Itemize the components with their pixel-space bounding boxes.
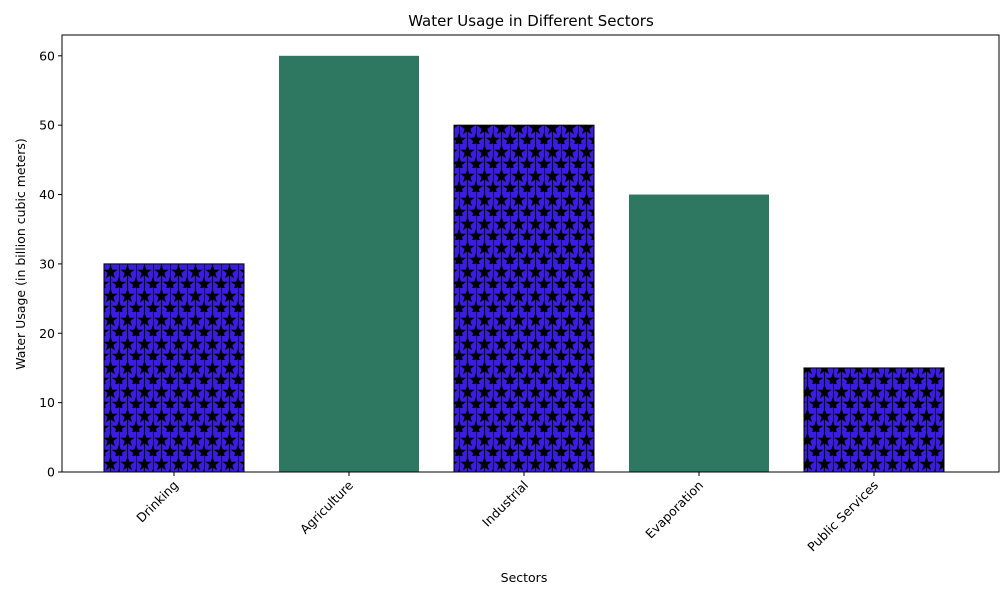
x-axis-label: Sectors	[501, 570, 548, 585]
x-tick-label: Agriculture	[297, 477, 356, 536]
bar-industrial	[453, 124, 595, 473]
x-axis: Drinking Agriculture Industrial Evaporation…	[133, 472, 881, 554]
bar-evaporation	[629, 194, 769, 473]
y-tick-label: 20	[39, 326, 55, 341]
y-axis: 0 10 20 30 40 50 60	[39, 48, 62, 480]
y-tick-label: 10	[39, 395, 55, 410]
y-axis-label: Water Usage (in billion cubic meters)	[13, 138, 28, 370]
x-tick-label: Public Services	[804, 478, 881, 555]
chart-title: Water Usage in Different Sectors	[408, 12, 654, 30]
bar-drinking	[103, 263, 245, 473]
x-tick-label: Industrial	[479, 478, 531, 530]
bars-layer	[103, 55, 945, 473]
x-tick-label: Evaporation	[642, 478, 706, 542]
bar-agriculture	[279, 55, 419, 473]
y-tick-label: 40	[39, 187, 55, 202]
bar-public-services	[803, 367, 945, 473]
y-tick-label: 60	[39, 48, 55, 63]
plot-frame	[61, 34, 1000, 473]
x-tick-label: Drinking	[133, 478, 181, 526]
y-tick-label: 50	[39, 118, 55, 133]
y-tick-label: 0	[47, 465, 55, 480]
y-tick-label: 30	[39, 256, 55, 271]
